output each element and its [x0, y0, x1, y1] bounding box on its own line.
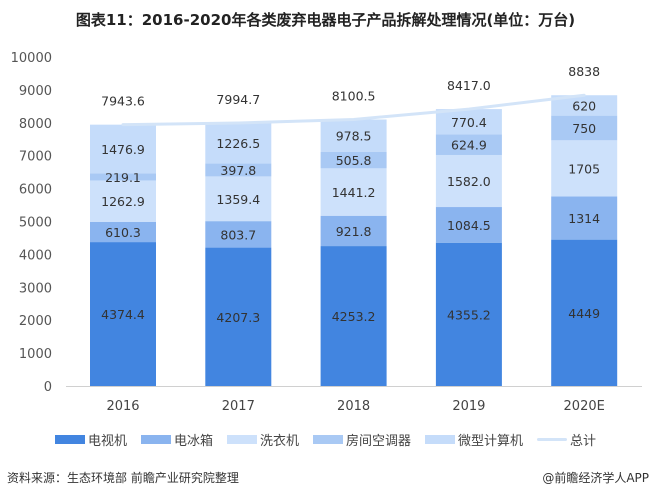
bar-segment [205, 176, 272, 222]
bar-data-label: 750 [572, 121, 596, 136]
legend-item: 洗衣机 [226, 430, 299, 449]
legend-label: 洗衣机 [259, 434, 299, 449]
legend-label: 电视机 [87, 434, 127, 449]
legend-label: 微型计算机 [458, 434, 524, 449]
bar-data-label: 1476.9 [101, 142, 145, 157]
chart-title: 图表11：2016-2020年各类废弃电器电子产品拆解处理情况(单位：万台) [75, 11, 576, 29]
bar-data-label: 1582.0 [447, 174, 491, 189]
bar-data-label: 4374.4 [101, 307, 145, 322]
y-tick-label: 9000 [19, 84, 52, 99]
y-tick-label: 5000 [19, 216, 52, 231]
bar-data-label: 1226.5 [216, 136, 260, 151]
y-tick-label: 6000 [19, 183, 52, 198]
bar-segment [435, 134, 502, 155]
bar-data-label: 1359.4 [216, 192, 260, 207]
bar-segment [90, 124, 156, 174]
legend-swatch [537, 438, 568, 441]
bar-segment [320, 119, 387, 152]
y-tick-label: 1000 [19, 347, 52, 362]
bar-data-label: 1262.9 [101, 194, 145, 209]
total-data-label: 8417.0 [447, 78, 491, 93]
total-data-label: 8100.5 [332, 88, 376, 103]
y-tick-label: 10000 [11, 51, 52, 66]
legend-swatch [425, 435, 456, 444]
bar-segment [90, 180, 156, 223]
bar-segment [551, 95, 618, 116]
bar-data-label: 397.8 [220, 163, 256, 178]
y-tick-label: 7000 [19, 150, 52, 165]
total-data-label: 7943.6 [101, 94, 145, 109]
x-tick-label: 2016 [106, 399, 139, 414]
legend-item: 微型计算机 [425, 430, 523, 449]
bar-segment [435, 207, 502, 243]
source-note: 资料来源：生态环境部 前瞻产业研究院整理 [7, 471, 239, 485]
legend-swatch [140, 435, 171, 444]
bar-data-label: 803.7 [220, 227, 256, 242]
y-tick-label: 0 [44, 380, 52, 395]
bar-data-label: 624.9 [451, 138, 487, 153]
y-tick-label: 2000 [19, 314, 52, 329]
legend-swatch [226, 435, 257, 444]
brand-watermark: @前瞻经济学人APP [542, 471, 649, 485]
bar-segment [320, 246, 387, 386]
bar-data-label: 219.1 [105, 170, 141, 185]
legend-item: 房间空调器 [313, 430, 411, 449]
legend-item: 电冰箱 [140, 430, 213, 449]
bar-segment [551, 196, 618, 240]
x-tick-label: 2018 [337, 399, 370, 414]
bar-data-label: 620 [572, 98, 596, 113]
x-tick-label: 2019 [452, 399, 485, 414]
total-data-label: 7994.7 [216, 92, 260, 107]
y-tick-label: 8000 [19, 117, 52, 132]
bar-data-label: 770.4 [451, 115, 487, 130]
bar-data-label: 1314 [568, 211, 600, 226]
bar-data-label: 921.8 [336, 224, 372, 239]
bar-segment [205, 221, 272, 248]
bar-data-label: 4449 [568, 306, 600, 321]
total-line [121, 93, 586, 127]
total-data-label: 8838 [568, 64, 600, 79]
bar-data-label: 505.8 [336, 153, 372, 168]
legend-label: 房间空调器 [346, 434, 412, 449]
bar-segment [435, 154, 502, 208]
bar-segment [435, 109, 502, 135]
bar-data-label: 4207.3 [216, 310, 260, 325]
bar-data-label: 1441.2 [332, 185, 376, 200]
legend-label: 电冰箱 [173, 434, 213, 449]
legend-item: 电视机 [54, 430, 127, 449]
legend-item: 总计 [537, 430, 596, 449]
y-tick-label: 4000 [19, 248, 52, 263]
bar-segment [205, 247, 272, 386]
bar-data-label: 1084.5 [447, 218, 491, 233]
bar-segment [320, 151, 387, 169]
bar-data-label: 4253.2 [332, 309, 376, 324]
legend-swatch [313, 435, 343, 444]
bar-segment [320, 168, 387, 216]
stacked-bar-chart: 0 1000 2000 3000 4000 5000 6000 7000 8000 9000 100… [11, 51, 642, 414]
bar-data-label: 978.5 [336, 129, 372, 144]
bar-segment [205, 122, 272, 164]
y-tick-label: 3000 [19, 281, 52, 296]
bar-segment [205, 163, 272, 177]
bar-data-label: 4355.2 [447, 307, 491, 322]
legend: 电视机 电冰箱 洗衣机 房间空调器 微型计算机 总计 [0, 430, 651, 449]
x-tick-label: 2020E [564, 399, 605, 414]
bar-segment [435, 242, 502, 386]
x-tick-label: 2017 [222, 399, 255, 414]
bar-segment [551, 140, 618, 197]
legend-swatch [54, 435, 85, 444]
bar-segment [320, 215, 387, 247]
legend-label: 总计 [570, 434, 597, 449]
bar-segment [551, 239, 618, 386]
bar-data-label: 610.3 [105, 225, 141, 240]
bar-data-label: 1705 [568, 161, 600, 176]
bar-segment [90, 242, 156, 386]
bar-segment [551, 115, 618, 141]
bar-segment [90, 173, 156, 181]
bar-segment [90, 222, 156, 243]
